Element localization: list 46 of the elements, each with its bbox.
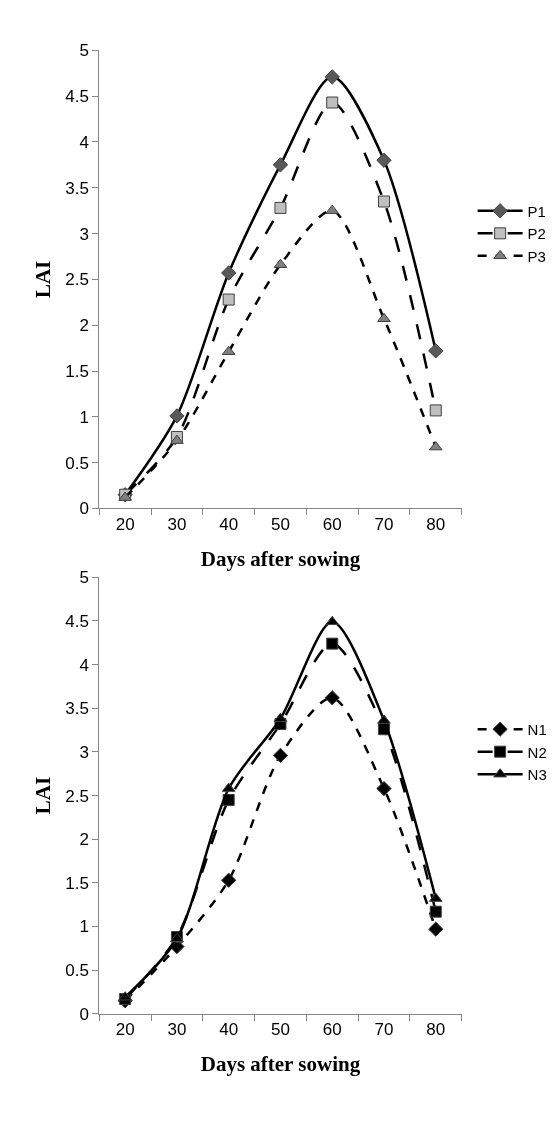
- x-tick-label: 30: [167, 514, 187, 534]
- legend-label: N2: [527, 743, 547, 761]
- legend-label: P3: [527, 247, 546, 265]
- x-tick-label: 60: [322, 1020, 342, 1040]
- y-tick-label: 0.5: [65, 961, 89, 981]
- x-tick-label: 70: [374, 514, 394, 534]
- x-axis-title: Days after sowing: [200, 547, 361, 572]
- legend-label: N3: [527, 766, 547, 784]
- y-tick-label: 4: [79, 655, 89, 675]
- y-tick-label: 3.5: [65, 699, 89, 719]
- legend-label: N1: [527, 721, 547, 739]
- y-tick-label: 3.5: [65, 178, 89, 198]
- x-tick-label: 80: [426, 1020, 446, 1040]
- x-tick-label: 80: [426, 514, 446, 534]
- y-tick-label: 5: [79, 568, 89, 588]
- y-tick-label: 0.5: [65, 453, 89, 473]
- y-tick-label: 0: [79, 499, 89, 519]
- x-tick-label: 50: [271, 514, 290, 534]
- y-axis-title: LAI: [31, 776, 56, 815]
- legend-label: P1: [527, 202, 546, 220]
- y-tick-label: 2: [79, 316, 89, 336]
- x-tick-label: 70: [374, 1020, 394, 1040]
- y-tick-label: 0: [79, 1004, 89, 1024]
- x-tick-label: 60: [322, 514, 342, 534]
- x-axis-title: Days after sowing: [200, 1052, 361, 1077]
- x-tick-label: 50: [271, 1020, 290, 1040]
- y-tick-label: 1: [79, 917, 89, 937]
- y-tick-label: 4: [79, 132, 89, 152]
- y-tick-label: 1: [79, 407, 89, 427]
- x-tick-label: 40: [219, 1020, 239, 1040]
- y-tick-label: 1.5: [65, 873, 89, 893]
- x-tick-label: 20: [115, 1020, 135, 1040]
- x-tick-label: 30: [167, 1020, 187, 1040]
- y-tick-label: 1.5: [65, 361, 89, 381]
- x-tick-label: 40: [219, 514, 239, 534]
- y-tick-label: 3: [79, 224, 89, 244]
- y-tick-label: 4.5: [65, 87, 89, 107]
- y-tick-label: 2.5: [65, 786, 89, 806]
- legend-label: P2: [527, 225, 546, 243]
- y-tick-label: 3: [79, 742, 89, 762]
- y-tick-label: 4.5: [65, 611, 89, 631]
- y-axis-title: LAI: [31, 260, 56, 299]
- y-tick-label: 5: [79, 41, 89, 61]
- x-tick-label: 20: [115, 514, 135, 534]
- y-tick-label: 2.5: [65, 270, 89, 290]
- y-tick-label: 2: [79, 830, 89, 850]
